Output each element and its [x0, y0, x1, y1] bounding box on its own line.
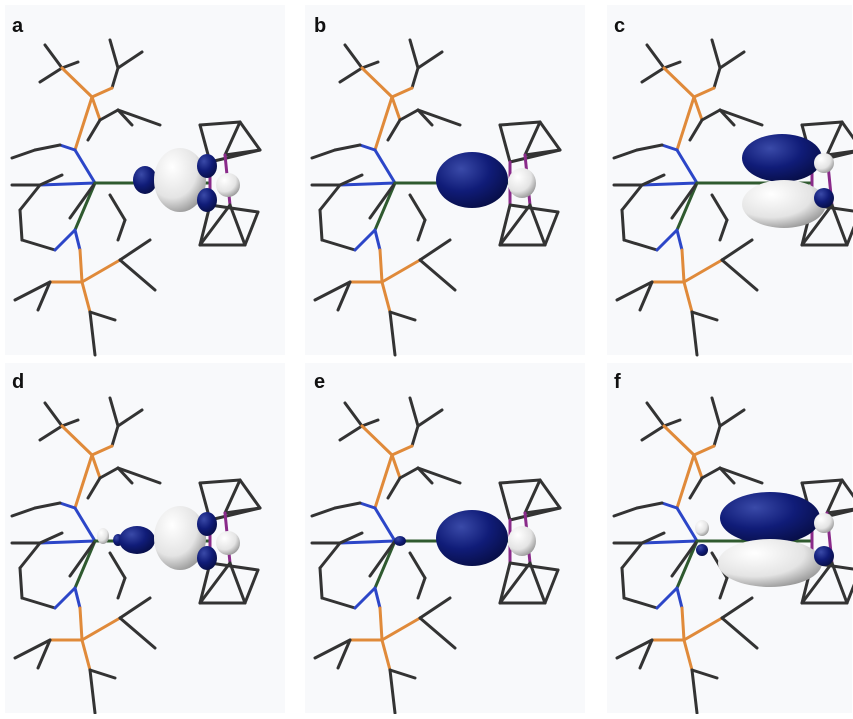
panel-label: d — [12, 371, 24, 393]
lobe — [814, 513, 834, 533]
lobe — [197, 188, 217, 212]
lobe — [394, 536, 406, 546]
lobe — [814, 188, 834, 208]
panel-label: e — [314, 371, 325, 393]
lobe — [720, 492, 820, 544]
panel: b — [305, 5, 585, 355]
lobe — [436, 510, 508, 566]
panel-label: c — [614, 15, 625, 37]
lobe — [197, 154, 217, 178]
lobe — [742, 180, 826, 228]
lobe — [197, 512, 217, 536]
panel-label: b — [314, 15, 326, 37]
figure: a b c d e — [0, 0, 853, 714]
lobe — [216, 531, 240, 555]
lobe — [742, 134, 822, 182]
lobe — [814, 546, 834, 566]
panel-label: a — [12, 15, 24, 37]
panel: f — [607, 363, 853, 713]
lobe — [695, 520, 709, 536]
panel-label: f — [614, 371, 621, 393]
lobe — [508, 168, 536, 198]
lobe — [696, 544, 708, 556]
panel: e — [305, 363, 585, 713]
lobe — [216, 173, 240, 197]
lobe — [133, 166, 157, 194]
lobe — [436, 152, 508, 208]
panel: d — [5, 363, 285, 713]
lobe — [718, 539, 822, 587]
panel: c — [607, 5, 853, 355]
lobe — [508, 526, 536, 556]
lobe — [814, 153, 834, 173]
lobe — [97, 528, 109, 544]
lobe — [197, 546, 217, 570]
panel: a — [5, 5, 285, 355]
lobe — [119, 526, 155, 554]
